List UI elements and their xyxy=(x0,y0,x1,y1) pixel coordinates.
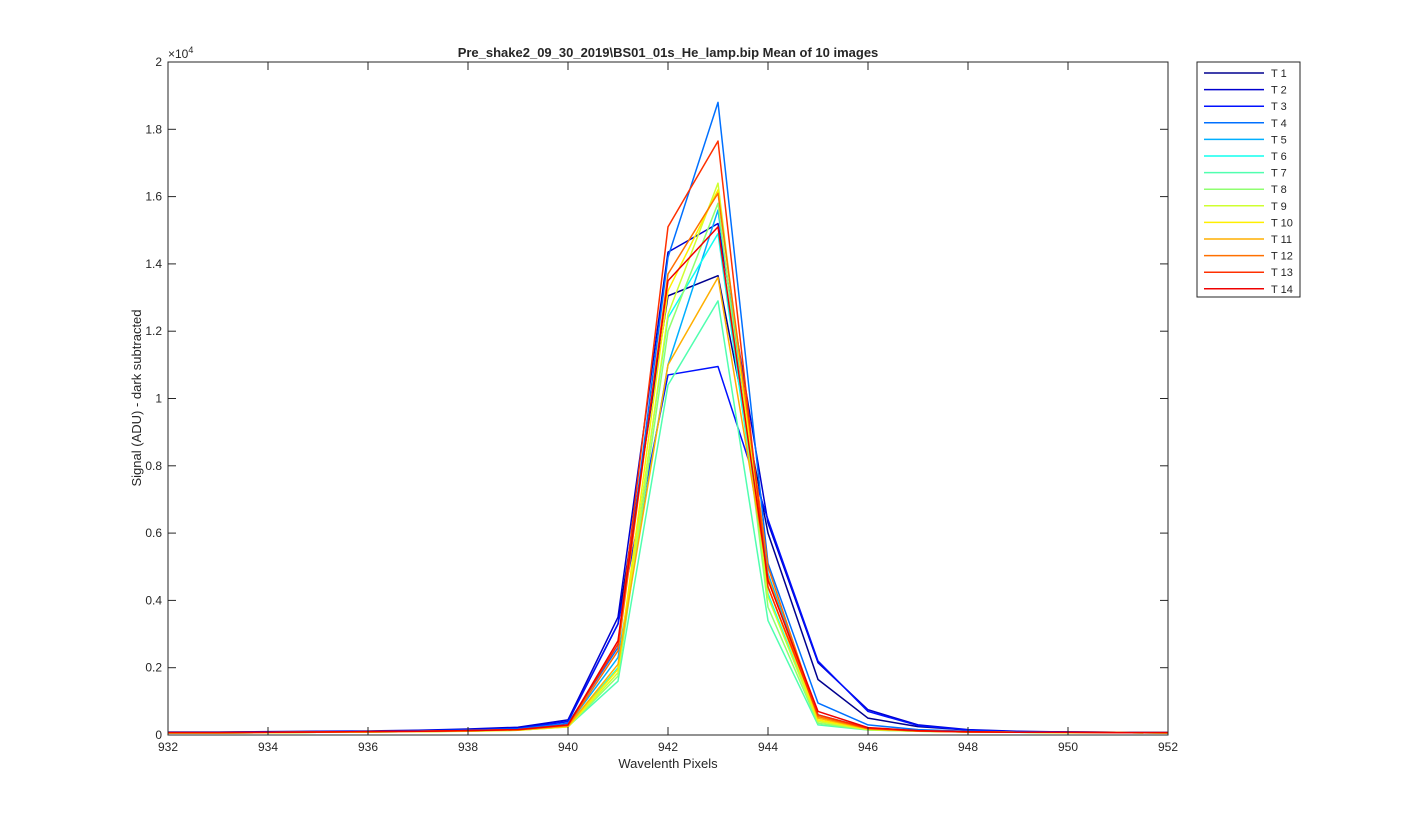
x-axis: 932 934 936 938 940 942 944 946 948 950 952 xyxy=(158,62,1178,754)
x-tick-label: 946 xyxy=(858,740,878,754)
y-tick-label: 1 xyxy=(155,392,162,406)
chart-title: Pre_shake2_09_30_2019\BS01_01s_He_lamp.b… xyxy=(458,45,879,60)
legend-label-t13: T 13 xyxy=(1271,267,1293,279)
y-tick-label: 1.4 xyxy=(145,257,162,271)
y-tick-label: 0.6 xyxy=(145,526,162,540)
x-tick-label: 952 xyxy=(1158,740,1178,754)
legend-label-t11: T 11 xyxy=(1271,234,1292,246)
x-tick-label: 940 xyxy=(558,740,578,754)
y-tick-label: 1.2 xyxy=(145,324,162,338)
y-tick-label: 0 xyxy=(155,728,162,742)
svg-text:×104: ×104 xyxy=(168,45,193,61)
x-tick-label: 936 xyxy=(358,740,378,754)
exponent-label: ×104 xyxy=(168,45,193,61)
x-tick-label: 942 xyxy=(658,740,678,754)
legend-label-t8: T 8 xyxy=(1271,184,1287,196)
legend-label-t12: T 12 xyxy=(1271,251,1293,263)
x-axis-label: Wavelenth Pixels xyxy=(618,756,718,771)
y-axis-label: Signal (ADU) - dark subtracted xyxy=(129,309,144,486)
y-tick-label: 0.2 xyxy=(145,661,162,675)
exponent-base: ×10 xyxy=(168,47,189,61)
legend-label-t4: T 4 xyxy=(1271,118,1287,130)
legend-label-t10: T 10 xyxy=(1271,217,1293,229)
legend-box xyxy=(1196,61,1301,298)
legend-label-t1: T 1 xyxy=(1271,68,1287,80)
y-tick-label: 1.8 xyxy=(145,122,162,136)
y-tick-label: 2 xyxy=(155,55,162,69)
legend-label-t2: T 2 xyxy=(1271,85,1287,97)
y-tick-label: 0.8 xyxy=(145,459,162,473)
y-tick-label: 0.4 xyxy=(145,593,162,607)
legend: T 1 T 2 T 3 T 4 T 5 T 6 T 7 T 8 T 9 T 10 T 11 T 12 T… xyxy=(1196,61,1301,298)
y-axis: 0 0.2 0.4 0.6 0.8 1 1.2 1.4 1.6 1.8 2 xyxy=(145,55,1168,742)
x-tick-label: 932 xyxy=(158,740,178,754)
y-tick-label: 1.6 xyxy=(145,190,162,204)
exponent-power: 4 xyxy=(188,45,193,55)
series-line-t14 xyxy=(168,226,1168,734)
x-tick-label: 934 xyxy=(258,740,278,754)
legend-label-t9: T 9 xyxy=(1271,201,1287,213)
legend-label-t3: T 3 xyxy=(1271,101,1287,113)
x-tick-label: 950 xyxy=(1058,740,1078,754)
x-tick-label: 948 xyxy=(958,740,978,754)
legend-label-t5: T 5 xyxy=(1271,134,1287,146)
series-layer xyxy=(168,101,1169,734)
legend-label-t7: T 7 xyxy=(1271,168,1287,180)
plot-area xyxy=(168,62,1168,735)
legend-label-t6: T 6 xyxy=(1271,151,1287,163)
x-tick-label: 944 xyxy=(758,740,778,754)
legend-label-t14: T 14 xyxy=(1271,284,1293,296)
x-tick-label: 938 xyxy=(458,740,478,754)
